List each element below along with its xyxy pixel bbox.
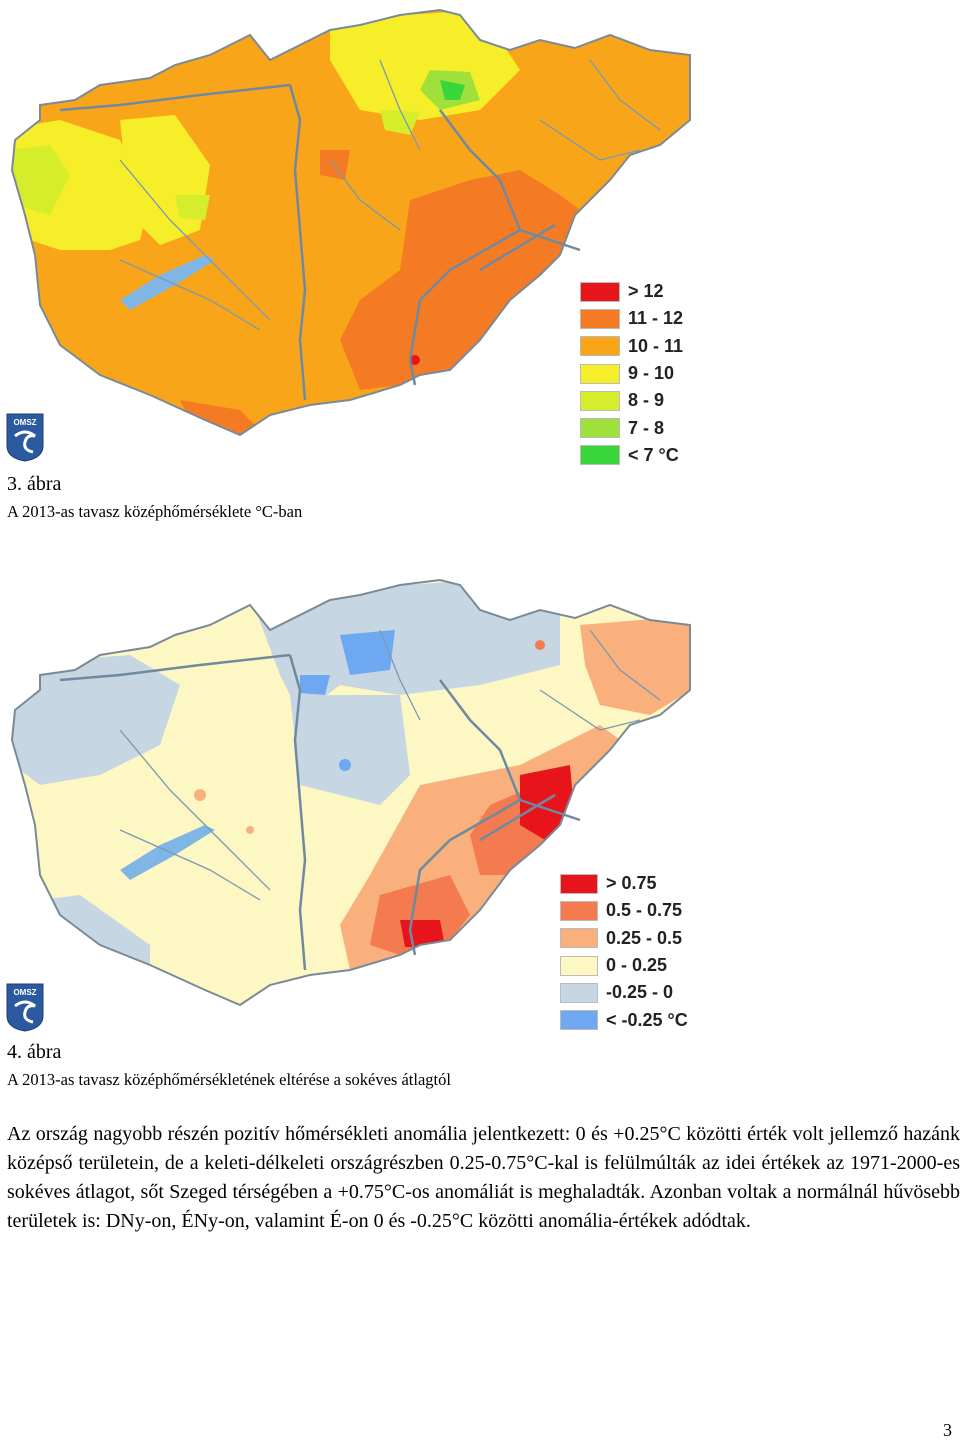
legend-swatch: [560, 982, 598, 1003]
legend-label: > 12: [628, 281, 664, 302]
figure-temperature-anomaly: > 0.75 0.5 - 0.75 0.25 - 0.5 0 - 0.25 -0…: [0, 575, 960, 1035]
body-paragraph: Az ország nagyobb részén pozitív hőmérsé…: [7, 1123, 960, 1232]
legend-label: 9 - 10: [628, 363, 675, 384]
legend-item: 8 - 9: [580, 387, 683, 414]
legend-label: < -0.25 °C: [606, 1009, 688, 1030]
legend-label: 0 - 0.25: [606, 955, 668, 976]
anomaly-legend: > 0.75 0.5 - 0.75 0.25 - 0.5 0 - 0.25 -0…: [560, 870, 688, 1034]
legend-label: 0.5 - 0.75: [606, 900, 683, 921]
page-number: 3: [943, 1420, 952, 1440]
omsz-logo-icon: OMSZ: [6, 983, 44, 1032]
legend-item: < -0.25 °C: [560, 1006, 688, 1033]
legend-item: -0.25 - 0: [560, 979, 688, 1006]
legend-swatch: [560, 1010, 598, 1031]
legend-swatch: [560, 928, 598, 949]
legend-swatch: [580, 390, 620, 411]
legend-label: 10 - 11: [628, 335, 684, 356]
temperature-map: [10, 8, 691, 437]
legend-label: 7 - 8: [628, 417, 665, 438]
legend-item: 11 - 12: [580, 305, 683, 332]
figure-3-number: 3. ábra: [7, 473, 62, 495]
legend-label: < 7 °C: [628, 444, 679, 465]
legend-swatch: [580, 336, 620, 357]
legend-swatch: [580, 418, 620, 439]
legend-label: > 0.75: [606, 873, 657, 894]
legend-item: > 0.75: [560, 870, 688, 897]
temperature-legend: > 12 11 - 12 10 - 11 9 - 10 8 - 9 7 - 8 …: [580, 278, 683, 469]
omsz-logo-icon: OMSZ: [6, 413, 44, 462]
figure-spring-mean-temperature: > 12 11 - 12 10 - 11 9 - 10 8 - 9 7 - 8 …: [0, 0, 960, 470]
legend-item: 7 - 8: [580, 414, 683, 441]
legend-swatch: [560, 955, 598, 976]
legend-label: -0.25 - 0: [606, 982, 674, 1003]
svg-text:OMSZ: OMSZ: [13, 988, 36, 997]
legend-item: < 7 °C: [580, 442, 683, 469]
legend-item: 10 - 11: [580, 333, 683, 360]
figure-4-caption: A 2013-as tavasz középhőmérsékletének el…: [7, 1070, 451, 1089]
figure-3-caption: A 2013-as tavasz középhőmérséklete °C-ba…: [7, 502, 303, 521]
legend-label: 8 - 9: [628, 390, 665, 411]
legend-swatch: [580, 363, 620, 384]
figure-4-number: 4. ábra: [7, 1041, 62, 1063]
legend-label: 0.25 - 0.5: [606, 927, 683, 948]
legend-item: 0.5 - 0.75: [560, 897, 688, 924]
legend-swatch: [580, 308, 620, 329]
legend-item: 9 - 10: [580, 360, 683, 387]
legend-swatch: [560, 900, 598, 921]
legend-swatch: [580, 445, 620, 466]
anomaly-map: [10, 578, 691, 1007]
svg-text:OMSZ: OMSZ: [13, 418, 36, 427]
legend-item: 0 - 0.25: [560, 952, 688, 979]
legend-swatch: [580, 281, 620, 302]
legend-swatch: [560, 873, 598, 894]
legend-item: 0.25 - 0.5: [560, 925, 688, 952]
legend-label: 11 - 12: [628, 308, 684, 329]
legend-item: > 12: [580, 278, 683, 305]
